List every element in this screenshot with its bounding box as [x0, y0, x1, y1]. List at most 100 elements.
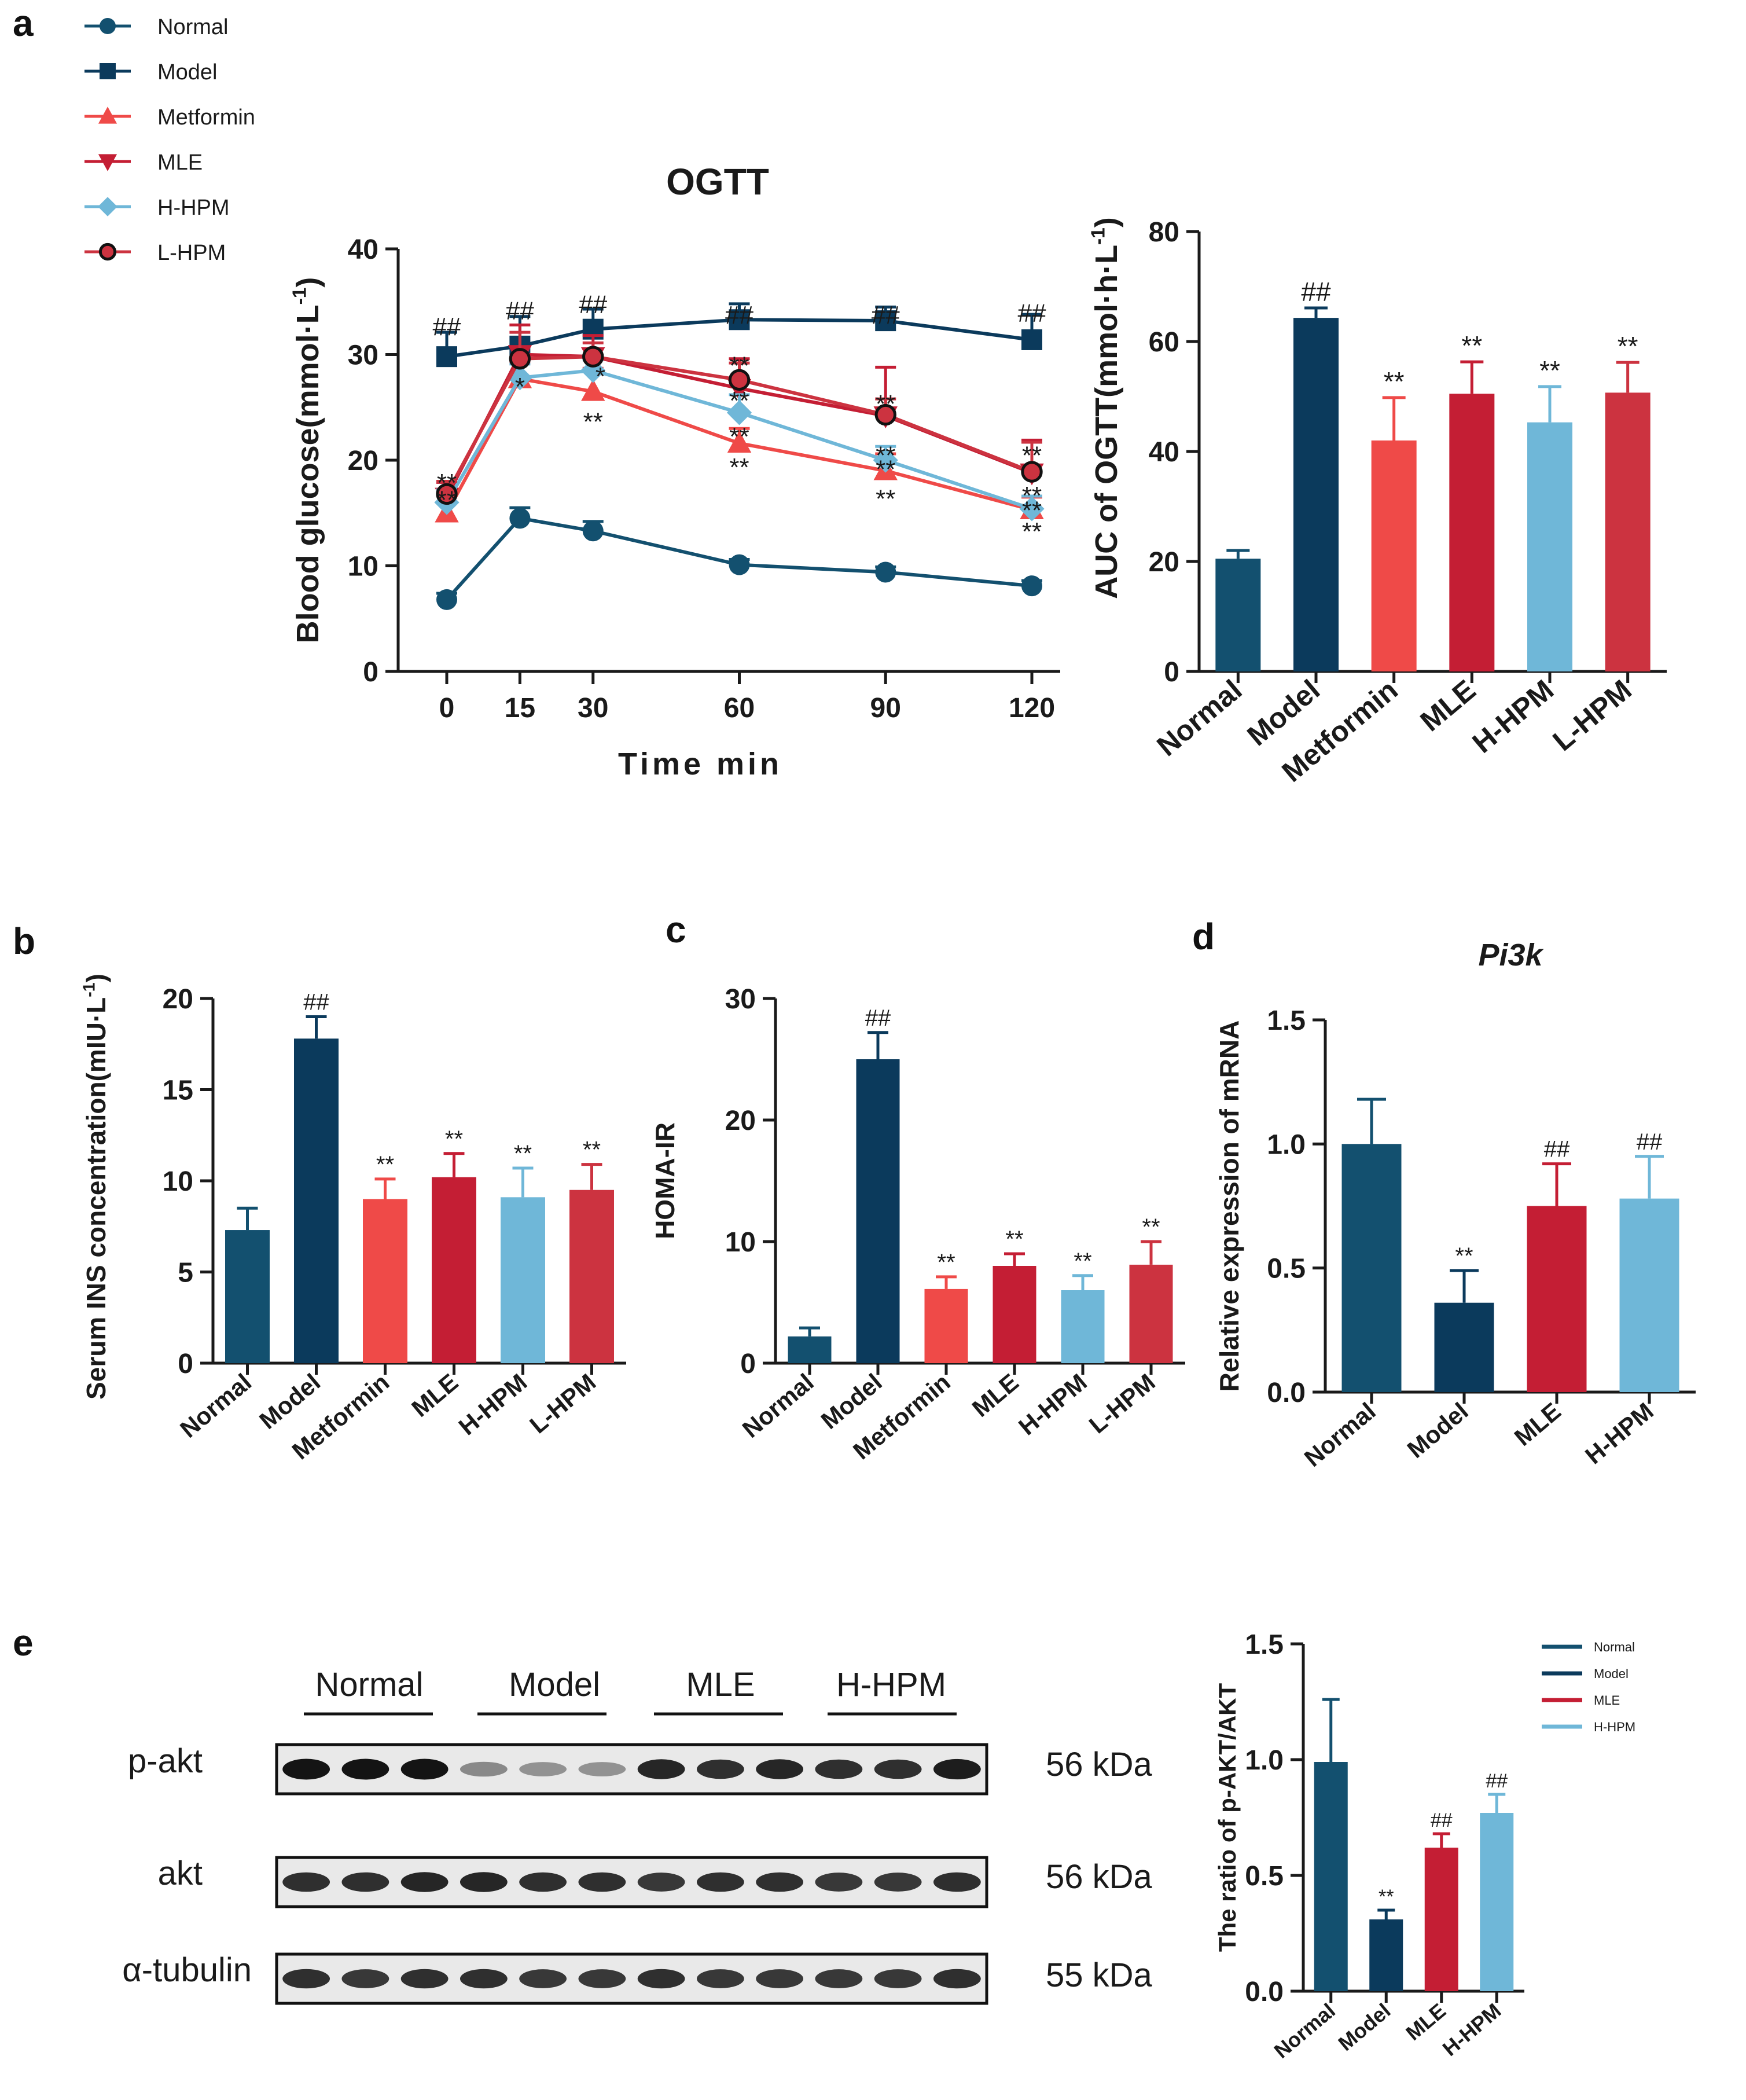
x-category-label-mle: MLE	[967, 1368, 1024, 1422]
significance-label: **	[1618, 331, 1638, 361]
significance-label: ##	[1018, 299, 1046, 327]
blot-strip-p-akt	[275, 1743, 988, 1796]
legend-label-model: Model	[157, 60, 218, 85]
series-normal	[436, 506, 1042, 610]
significance-label: **	[437, 486, 457, 514]
blot-band	[874, 1873, 922, 1892]
y-tick-label: 0.0	[1267, 1378, 1306, 1408]
data-point-metformin	[727, 431, 752, 453]
x-category-label-normal: Normal	[737, 1368, 819, 1443]
data-point-normal	[436, 589, 457, 610]
legend-marker-h-hpm	[98, 197, 117, 216]
x-category-label-normal: Normal	[1299, 1397, 1381, 1472]
chart-title: OGTT	[666, 161, 769, 203]
bar-h-hpm	[1061, 1290, 1105, 1363]
blot-band	[696, 1759, 744, 1779]
legend-marker-metformin	[98, 107, 117, 124]
x-category-label-l-hpm: L-HPM	[1546, 674, 1637, 758]
significance-label: **	[876, 485, 895, 513]
significance-label: ##	[433, 313, 461, 341]
legend-label-h-hpm: H-HPM	[157, 196, 230, 220]
data-point-h-hpm	[726, 400, 752, 425]
bar-model	[294, 1038, 339, 1363]
y-tick-label: 0	[178, 1349, 193, 1379]
y-tick-label: 1.0	[1245, 1745, 1284, 1776]
data-point-model	[729, 309, 750, 331]
y-tick-label: 10	[163, 1166, 193, 1197]
y-axis-title-sup: -1	[289, 288, 310, 305]
y-axis-title: Blood glucose(mmol·L-1)	[289, 277, 325, 644]
x-tick-label: 60	[724, 693, 755, 724]
x-category-label-h-hpm: H-HPM	[1580, 1397, 1659, 1469]
significance-label: ##	[303, 990, 329, 1015]
significance-label: ##	[1544, 1137, 1570, 1162]
y-tick-label: 20	[348, 446, 378, 476]
blot-band	[282, 1872, 330, 1892]
x-category-label-mle: MLE	[406, 1368, 463, 1422]
series-line-l-hpm	[445, 355, 1033, 495]
y-tick-label: 0.5	[1267, 1254, 1306, 1284]
y-tick-label: 0.0	[1245, 1977, 1284, 2007]
y-axis-title: Relative expression of mRNA	[1214, 1020, 1244, 1392]
bar-model	[1293, 318, 1339, 671]
significance-label: **	[729, 423, 749, 451]
blot-group-normal: Normal	[315, 1666, 424, 1704]
auc-bar-chart: 020406080Normal##Model**Metformin**MLE**…	[1087, 217, 1667, 788]
data-point-h-hpm	[507, 365, 532, 391]
x-tick-label: 15	[505, 693, 535, 724]
y-axis-title-text: Blood glucose(mmol·L	[291, 304, 325, 643]
series-l-hpm	[436, 331, 1043, 505]
significance-label: **	[1074, 1249, 1091, 1274]
data-point-normal	[582, 520, 604, 542]
blot-band	[637, 1759, 685, 1779]
bar-mle	[1527, 1206, 1587, 1392]
y-tick-label: 5	[178, 1258, 193, 1288]
y-tick-label: 0	[1164, 657, 1179, 688]
significance-label: ##	[1637, 1129, 1663, 1155]
significance-label: **	[445, 1126, 463, 1152]
x-category-label-mle: MLE	[1414, 674, 1482, 738]
legend-label-mle: MLE	[157, 150, 203, 175]
x-tick-label: 30	[578, 693, 608, 724]
legend-marker-mle	[98, 154, 117, 171]
blot-band	[341, 1758, 389, 1780]
blot-strip-tubulin	[275, 1952, 988, 2005]
y-axis-title-text: HOMA-IR	[650, 1122, 680, 1239]
blot-size-p-akt: 56 kDa	[1046, 1746, 1153, 1783]
blot-band	[933, 1758, 981, 1780]
blot-band	[874, 1969, 922, 1988]
y-tick-label: 20	[163, 984, 193, 1015]
blot-band	[696, 1872, 744, 1892]
pi3k-bar-chart: 0.0 0.5 1.0 1.5 Normal ** Model ## MLE ## H-HPM Rel…	[1214, 938, 1696, 1472]
data-point-model	[1021, 329, 1042, 350]
bar-metformin	[363, 1199, 407, 1363]
ins-bar-chart: 05101520Normal##Model**Metformin**MLE**H…	[80, 974, 626, 1464]
legend-label-h-hpm: H-HPM	[1594, 1720, 1635, 1734]
blot-band	[341, 1872, 389, 1892]
y-axis-title: Serum INS concentration(mIU·L-1)	[80, 974, 111, 1400]
data-point-normal	[1021, 575, 1042, 597]
significance-label: *	[596, 362, 605, 391]
bar-h-hpm	[1527, 422, 1572, 671]
legend-label-normal: Normal	[1594, 1640, 1635, 1654]
significance-label: **	[729, 352, 749, 380]
bar-model	[1369, 1919, 1403, 1991]
blot-band	[815, 1969, 863, 1988]
x-category-label-normal: Normal	[175, 1368, 256, 1443]
data-point-l-hpm	[1021, 461, 1043, 483]
blot-band	[400, 1758, 449, 1780]
legend-marker-model	[100, 63, 116, 79]
x-tick-label: 0	[439, 693, 455, 724]
blot-group-h-hpm: H-HPM	[836, 1666, 946, 1704]
blot-band	[815, 1873, 863, 1892]
significance-label: **	[876, 455, 895, 483]
x-tick-label: 90	[870, 693, 901, 724]
significance-label: **	[1022, 517, 1042, 546]
significance-label: **	[583, 407, 603, 436]
legend-label-l-hpm: L-HPM	[157, 241, 226, 265]
panel-label-a: a	[13, 2, 34, 44]
bar-l-hpm	[1605, 392, 1651, 671]
bar-h-hpm	[1619, 1198, 1679, 1392]
blot-band	[460, 1969, 508, 1989]
bar-metformin	[924, 1288, 968, 1363]
